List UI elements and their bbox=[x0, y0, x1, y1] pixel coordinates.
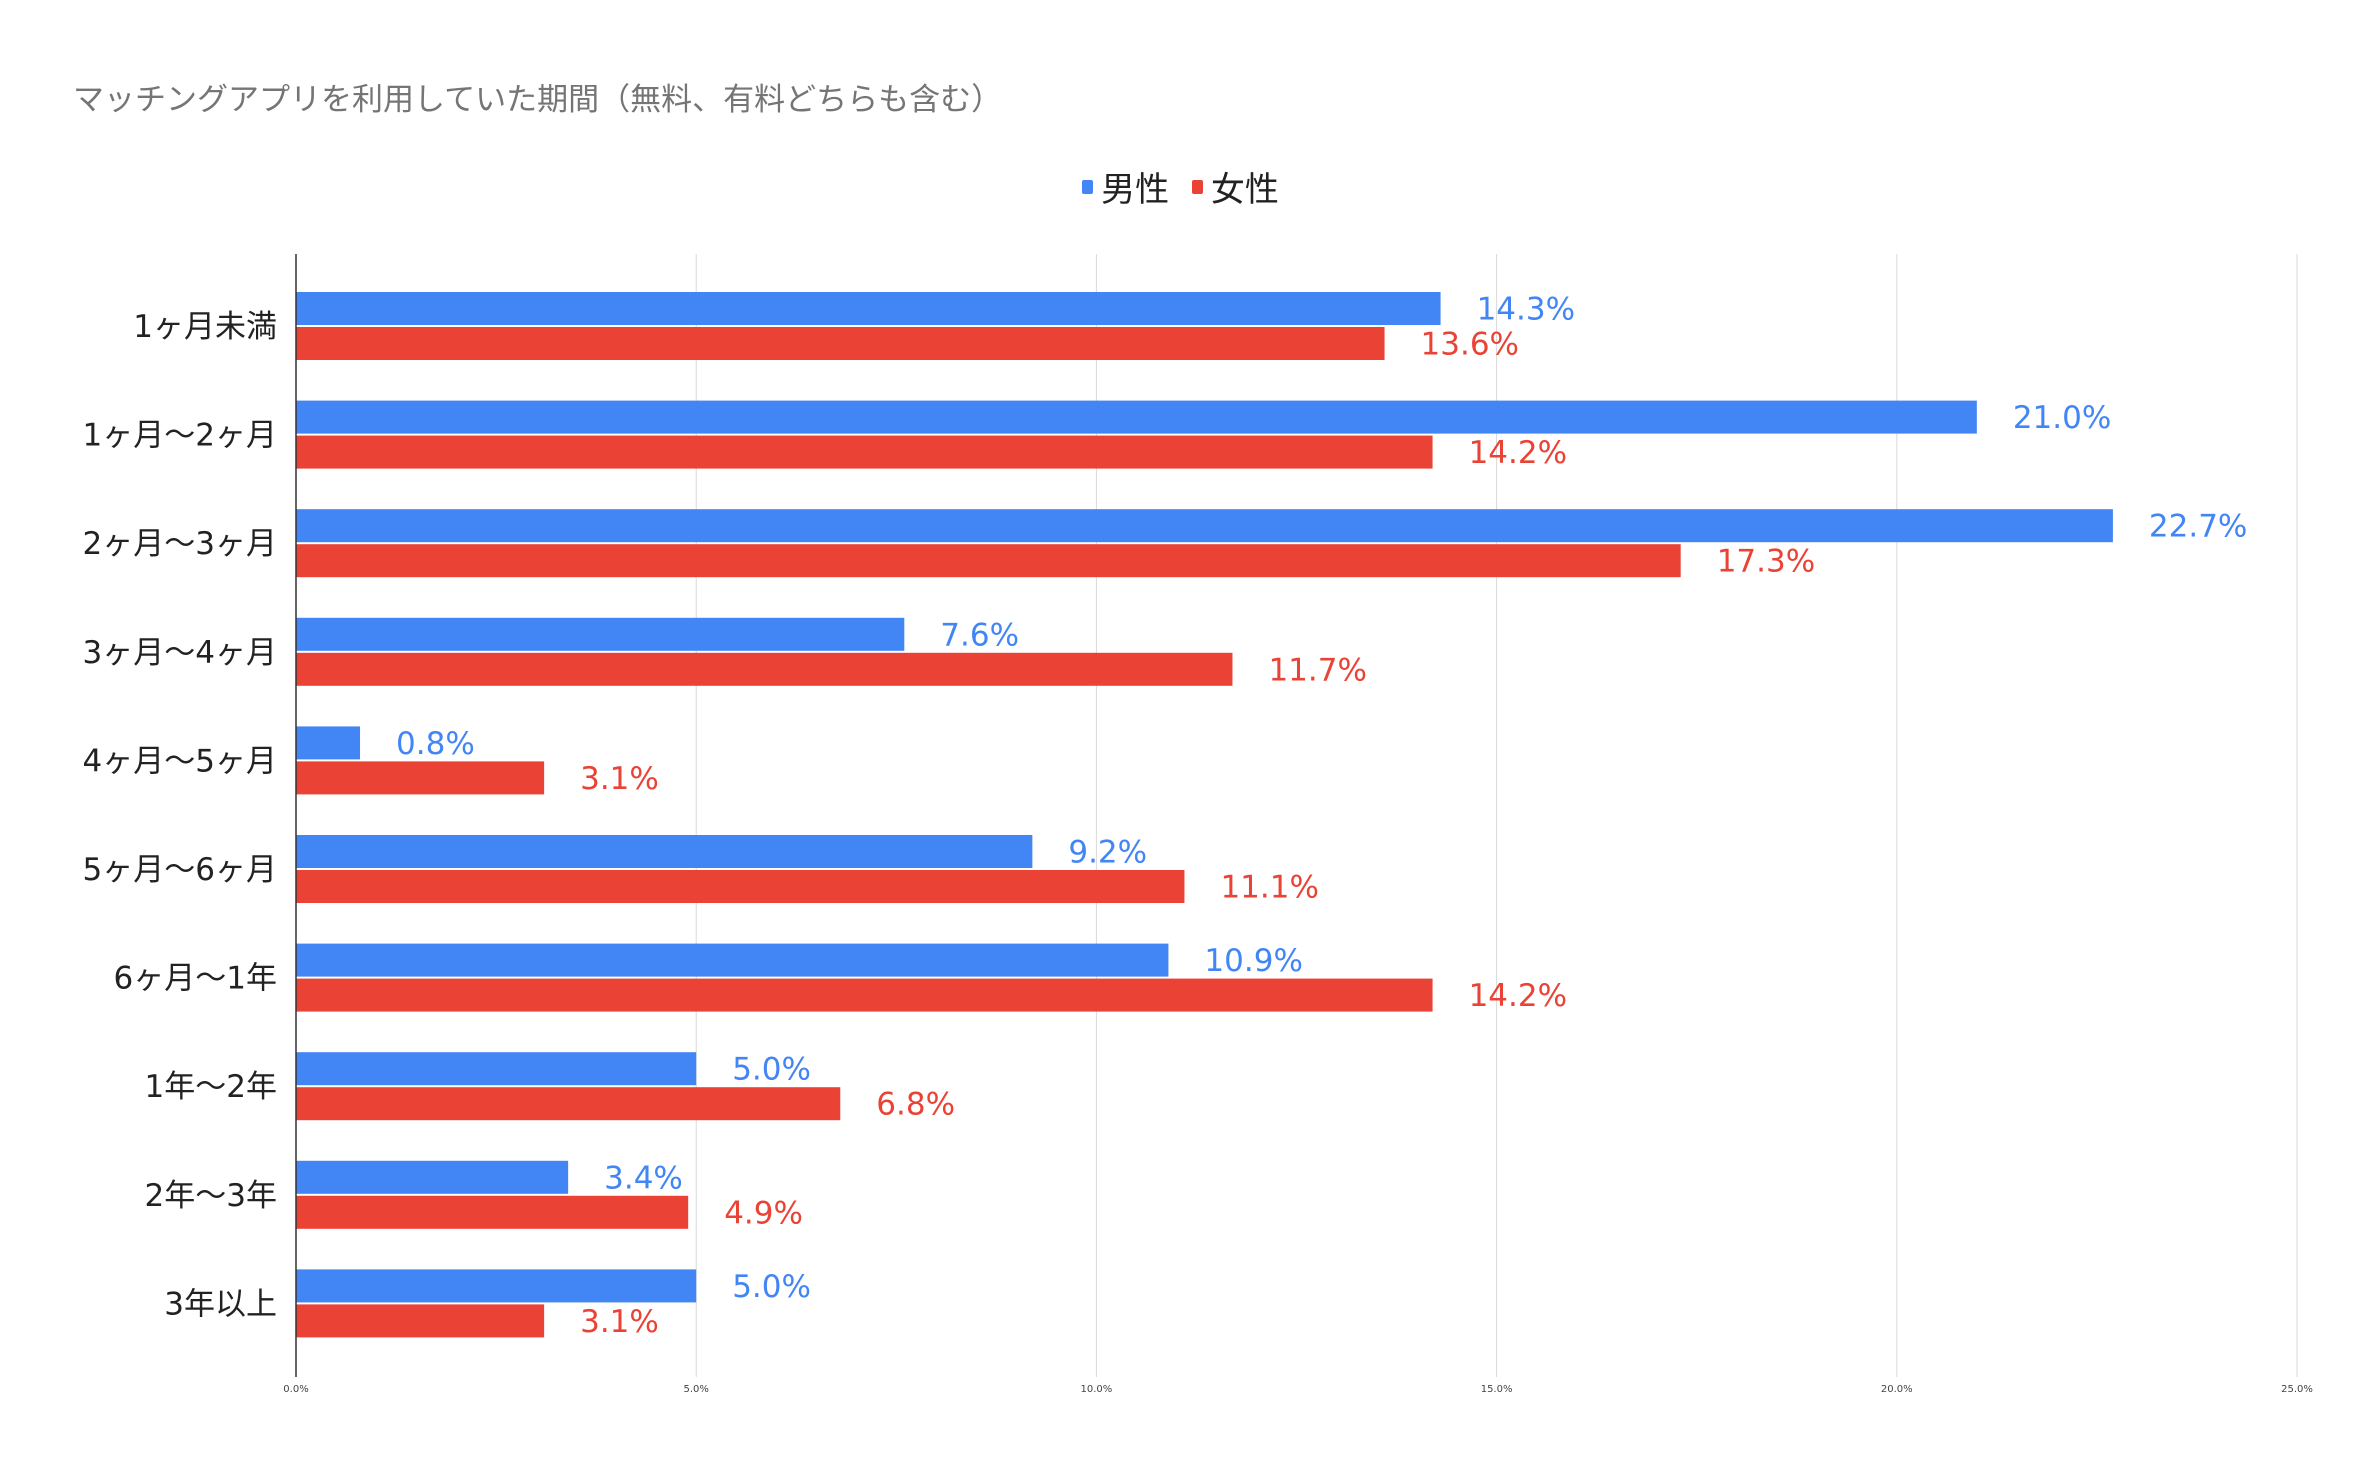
legend-swatch-female bbox=[1191, 179, 1203, 194]
bar-male bbox=[296, 1052, 697, 1086]
data-label-female: 17.3% bbox=[1717, 544, 1815, 580]
legend-label-male: 男性 bbox=[1101, 170, 1170, 210]
bar-male bbox=[296, 617, 905, 651]
category-label: 6ヶ月〜1年 bbox=[114, 961, 277, 997]
data-label-male: 0.8% bbox=[396, 726, 475, 762]
x-tick-label: 15.0% bbox=[1481, 1384, 1513, 1395]
category-label: 2年〜3年 bbox=[145, 1178, 277, 1214]
legend-item-male: 男性 bbox=[1082, 162, 1169, 211]
bar-male bbox=[296, 835, 1033, 868]
data-label-male: 22.7% bbox=[2149, 509, 2247, 545]
data-label-male: 21.0% bbox=[2013, 400, 2111, 436]
bar-female bbox=[296, 978, 1433, 1012]
category-label: 3ヶ月〜4ヶ月 bbox=[83, 635, 277, 671]
x-tick-label: 0.0% bbox=[283, 1384, 308, 1395]
bar-female bbox=[296, 761, 545, 795]
chart-title: マッチングアプリを利用していた期間（無料、有料どちらも含む） bbox=[73, 82, 1003, 118]
data-label-male: 10.9% bbox=[1204, 943, 1302, 979]
bar-female bbox=[296, 435, 1433, 469]
legend: 男性 女性 bbox=[0, 162, 2361, 211]
bar-male bbox=[296, 943, 1169, 977]
bar-male bbox=[296, 1160, 569, 1194]
x-tick-label: 10.0% bbox=[1081, 1384, 1113, 1395]
category-label: 4ヶ月〜5ヶ月 bbox=[83, 743, 277, 779]
bar-male bbox=[296, 400, 1977, 434]
category-label: 1ヶ月〜2ヶ月 bbox=[83, 418, 277, 454]
data-label-female: 11.1% bbox=[1220, 870, 1318, 906]
category-label: 1ヶ月未満 bbox=[133, 309, 277, 345]
data-label-male: 5.0% bbox=[732, 1052, 811, 1088]
data-label-male: 9.2% bbox=[1068, 835, 1147, 871]
x-tick-label: 20.0% bbox=[1881, 1384, 1913, 1395]
x-tick-label: 5.0% bbox=[683, 1384, 708, 1395]
category-label: 3年以上 bbox=[164, 1286, 277, 1322]
data-label-female: 4.9% bbox=[724, 1195, 803, 1231]
data-label-male: 5.0% bbox=[732, 1269, 811, 1305]
bar-male bbox=[296, 292, 1441, 325]
category-label: 5ヶ月〜6ヶ月 bbox=[83, 852, 277, 888]
legend-item-female: 女性 bbox=[1191, 162, 1279, 211]
data-label-male: 3.4% bbox=[604, 1160, 683, 1196]
bar-female bbox=[296, 870, 1185, 903]
legend-label-female: 女性 bbox=[1210, 170, 1279, 210]
data-label-male: 7.6% bbox=[940, 617, 1019, 653]
bar-female bbox=[296, 652, 1233, 686]
data-label-female: 6.8% bbox=[876, 1087, 955, 1123]
data-label-female: 14.2% bbox=[1469, 978, 1567, 1014]
data-label-female: 11.7% bbox=[1268, 652, 1366, 688]
bar-female bbox=[296, 1087, 841, 1121]
data-label-female: 3.1% bbox=[580, 761, 659, 797]
bar-male bbox=[296, 1269, 697, 1303]
x-tick-label: 25.0% bbox=[2281, 1384, 2313, 1395]
data-label-female: 13.6% bbox=[1421, 327, 1519, 363]
bar-female bbox=[296, 327, 1385, 360]
bar-female bbox=[296, 1195, 689, 1229]
category-label: 2ヶ月〜3ヶ月 bbox=[83, 526, 277, 562]
data-label-female: 3.1% bbox=[580, 1304, 659, 1340]
bar-male bbox=[296, 726, 361, 760]
bar-female bbox=[296, 544, 1681, 578]
legend-swatch-male bbox=[1082, 179, 1094, 194]
data-label-female: 14.2% bbox=[1469, 435, 1567, 471]
bar-male bbox=[296, 509, 2113, 543]
bar-female bbox=[296, 1304, 545, 1338]
category-label: 1年〜2年 bbox=[145, 1069, 277, 1105]
data-label-male: 14.3% bbox=[1477, 292, 1575, 328]
